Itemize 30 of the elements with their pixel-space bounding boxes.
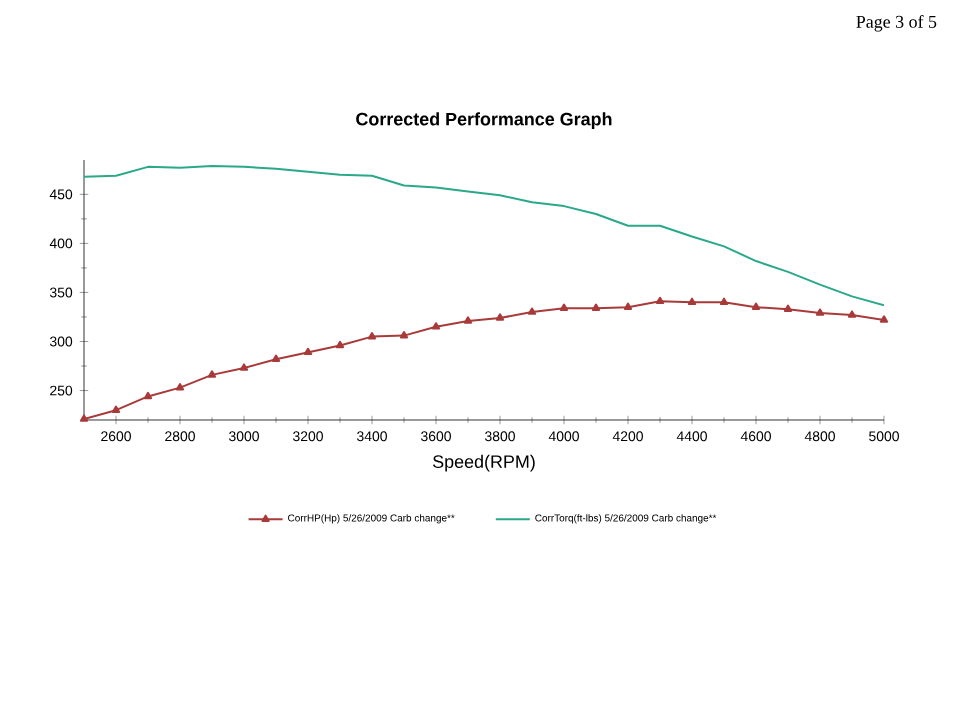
point <box>495 313 505 321</box>
point <box>527 307 537 315</box>
point <box>335 340 345 349</box>
point <box>399 331 409 339</box>
point <box>431 322 441 330</box>
point <box>175 383 185 391</box>
x-axis-title: Speed(RPM) <box>432 454 535 472</box>
point <box>463 316 473 324</box>
point <box>79 414 89 422</box>
point <box>719 297 729 306</box>
point <box>815 308 825 316</box>
point <box>239 363 249 371</box>
point <box>783 304 793 312</box>
point <box>655 296 665 305</box>
point <box>687 297 697 306</box>
point <box>367 332 377 340</box>
point <box>559 303 569 311</box>
chart-title: Corrected Performance Graph <box>356 112 612 129</box>
point <box>879 315 889 323</box>
point <box>143 391 153 400</box>
line-series <box>84 164 885 307</box>
point <box>303 347 313 356</box>
point <box>111 405 121 413</box>
point <box>591 303 601 311</box>
point <box>751 302 761 310</box>
point <box>271 354 281 362</box>
point <box>847 310 857 318</box>
point <box>207 370 217 378</box>
text: Page 3 of 5 <box>856 15 937 32</box>
point <box>623 302 633 310</box>
